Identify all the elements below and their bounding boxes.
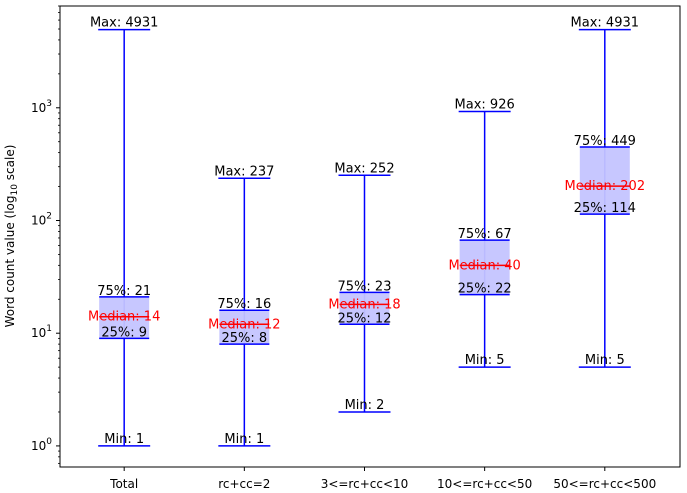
y-axis-title-main: Word count value (log — [3, 195, 17, 327]
q1-label: 25%: 9 — [101, 325, 147, 340]
y-tick-label: 100 — [31, 437, 52, 453]
q1-label: 25%: 22 — [458, 282, 512, 297]
y-tick-label: 103 — [31, 99, 52, 115]
iqr-box — [579, 146, 630, 215]
x-axis: Total rc+cc=2 3<=rc+cc<10 10<=rc+cc<50 50<=r… — [109, 467, 656, 491]
q3-label: 75%: 21 — [97, 284, 151, 299]
y-tick-base: 10 — [31, 213, 46, 227]
q3-label: 75%: 449 — [574, 134, 636, 149]
q3-label: 75%: 67 — [458, 227, 512, 242]
q1-label: 25%: 12 — [338, 311, 392, 326]
box-group-3: Max: 926 75%: 67 Median: 40 25%: 22 Min: 5 — [448, 98, 520, 369]
x-tick-label: 10<=rc+cc<50 — [437, 477, 532, 491]
x-tick-label: rc+cc=2 — [218, 477, 270, 491]
q1-label: 25%: 8 — [221, 331, 267, 346]
min-label: Min: 1 — [224, 432, 264, 447]
max-label: Max: 4931 — [90, 16, 158, 31]
y-tick-label: 102 — [31, 211, 52, 227]
max-label: Max: 237 — [214, 164, 274, 179]
min-label: Min: 1 — [104, 432, 144, 447]
min-label: Min: 2 — [345, 398, 385, 413]
y-tick-exponent: 0 — [46, 437, 52, 447]
median-label: Median: 18 — [328, 297, 400, 312]
iqr-box — [459, 240, 510, 295]
y-axis-title-end: scale) — [3, 145, 17, 184]
median-label: Median: 202 — [564, 179, 645, 194]
plot-frame — [59, 5, 681, 468]
q3-label: 75%: 16 — [217, 297, 271, 312]
x-tick-label: 50<=rc+cc<500 — [553, 477, 656, 491]
y-tick-label: 101 — [31, 324, 52, 340]
y-tick-base: 10 — [31, 101, 46, 115]
max-label: Max: 926 — [455, 98, 515, 113]
iqr-box — [339, 292, 390, 325]
min-label: Min: 5 — [585, 353, 625, 368]
box-group-4: Max: 4931 75%: 449 Median: 202 25%: 114 Min:… — [564, 16, 645, 368]
median-label: Median: 14 — [88, 310, 160, 325]
max-label: Max: 4931 — [571, 16, 639, 31]
y-tick-exponent: 1 — [46, 324, 52, 334]
iqr-box — [99, 296, 150, 339]
min-label: Min: 5 — [465, 353, 505, 368]
max-label: Max: 252 — [334, 161, 394, 176]
x-tick-label: 3<=rc+cc<10 — [321, 477, 409, 491]
q1-label: 25%: 114 — [574, 201, 636, 216]
median-label: Median: 12 — [208, 317, 280, 332]
y-tick-exponent: 3 — [46, 99, 52, 109]
y-axis-title-subscript: 10 — [10, 184, 20, 196]
x-tick-label: Total — [109, 477, 138, 491]
y-axis-title: Word count value (log10 scale) — [3, 145, 20, 328]
y-tick-base: 10 — [31, 326, 46, 340]
iqr-box — [219, 310, 270, 345]
y-tick-exponent: 2 — [46, 211, 52, 221]
q3-label: 75%: 23 — [338, 279, 392, 294]
y-tick-base: 10 — [31, 439, 46, 453]
median-label: Median: 40 — [448, 258, 520, 273]
